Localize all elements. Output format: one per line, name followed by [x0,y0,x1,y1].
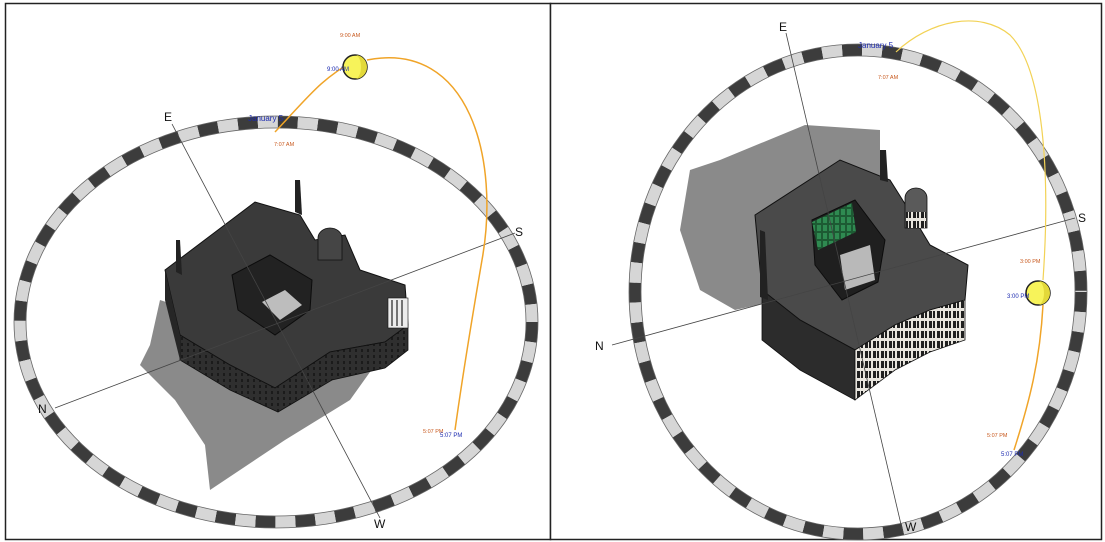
right-sun-study: N E S W January 5 7:07 AM 3:00 PM 3:00 P… [595,20,1088,541]
left-date-label: January 5 [248,114,284,123]
right-sun-path-arc [895,20,1047,281]
left-compass-south: S [515,225,523,239]
right-compass-north: N [595,339,604,353]
left-sunset-label-orange: 5:07 PM [423,429,444,435]
right-sun-time-side: 3:00 PM [1007,294,1029,300]
right-sun-path-ring [628,43,1088,541]
left-compass-east: E [164,110,172,124]
left-sunset-label-blue: 5:07 PM [440,433,462,439]
right-compass-axes [611,32,1076,534]
right-compass-east: E [779,20,787,34]
right-date-label: January 5 [858,41,894,50]
right-sun-daily-path [1013,304,1044,451]
left-sun-daily-path [366,57,488,431]
left-compass-axes [54,123,516,519]
left-compass-west: W [374,517,386,531]
right-sunset-label-blue: 5:07 PM [1001,452,1023,458]
left-building-model [164,180,409,413]
left-compass-north: N [38,402,47,416]
left-sun-time-top: 9:00 AM [340,33,361,39]
left-sun-time-side: 9:00 AM [327,67,349,73]
left-sun-icon [342,54,368,80]
right-sun-icon [1025,280,1051,306]
right-sun-time-top: 3:00 PM [1020,259,1041,265]
left-sunrise-label: 7:07 AM [274,142,295,148]
left-sun-path-ring [13,115,539,529]
right-compass-west: W [905,520,917,534]
right-compass-south: S [1078,211,1086,225]
right-sunset-label-orange: 5:07 PM [987,433,1008,439]
right-sunrise-label: 7:07 AM [878,75,899,81]
left-sun-study: N E S W 9:00 AM 9:00 AM January 5 7:07 A… [13,33,539,531]
